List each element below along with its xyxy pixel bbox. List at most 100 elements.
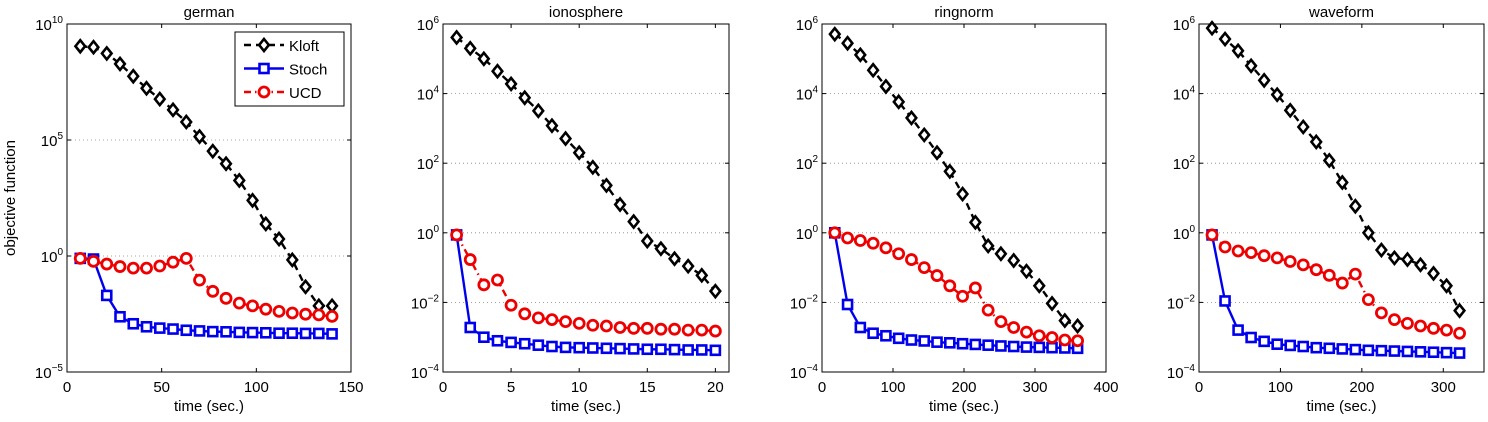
marker-square [969, 338, 982, 351]
legend-entry-kloft: Kloft [244, 36, 320, 55]
marker-square [1020, 341, 1033, 353]
marker-circle [572, 316, 586, 330]
marker-circle [504, 298, 518, 312]
marker-square [841, 298, 854, 311]
marker-circle [943, 279, 957, 293]
y-tick-label: 102 [796, 154, 819, 173]
marker-square [180, 324, 193, 337]
marker-circle [1020, 325, 1033, 339]
marker-square [233, 326, 246, 339]
marker-diamond [613, 196, 627, 213]
marker-diamond [956, 185, 970, 203]
marker-circle [1440, 323, 1453, 337]
marker-diamond [285, 251, 299, 268]
marker-diamond [1270, 86, 1284, 103]
marker-circle [866, 236, 880, 250]
series-stoch [1206, 229, 1466, 359]
marker-diamond [504, 75, 518, 92]
marker-circle [166, 255, 180, 269]
marker-diamond [179, 113, 193, 131]
marker-diamond [1440, 277, 1454, 294]
plot-area [1199, 24, 1484, 372]
y-axis-label: objective function [2, 140, 19, 256]
marker-square [153, 322, 166, 334]
marker-circle [1388, 313, 1401, 327]
marker-diamond [299, 278, 313, 295]
marker-circle [450, 228, 464, 242]
marker-circle [917, 261, 931, 275]
marker-circle [1071, 334, 1084, 348]
marker-circle [1427, 321, 1440, 335]
y-tick-label: 104 [417, 85, 440, 104]
marker-circle [994, 315, 1008, 329]
marker-diamond [1400, 251, 1414, 268]
y-tick-label: 1010 [35, 15, 63, 34]
marker-circle [232, 296, 246, 310]
marker-square [100, 289, 113, 302]
marker-diamond [1348, 198, 1362, 215]
plot-area [443, 24, 729, 372]
y-tick-label: 10−4 [1167, 363, 1196, 382]
y-tick-label: 102 [1173, 154, 1196, 173]
x-tick-label: 100 [880, 379, 905, 396]
y-tick-label: 100 [1173, 224, 1196, 243]
series-stoch [74, 252, 338, 340]
marker-circle [930, 269, 944, 282]
y-tick-label: 10−2 [411, 293, 440, 312]
marker-diamond [1032, 277, 1046, 294]
marker-circle [206, 284, 220, 298]
marker-diamond [599, 177, 613, 194]
x-tick-label: 300 [1431, 379, 1456, 396]
subplot-title: waveform [1308, 4, 1374, 21]
marker-circle [463, 253, 477, 266]
marker-circle [708, 324, 722, 338]
marker-diamond [73, 38, 87, 55]
marker-diamond [708, 283, 722, 300]
marker-diamond [1335, 174, 1349, 191]
marker-square [1258, 335, 1270, 348]
marker-square [1007, 340, 1020, 353]
marker-square [600, 342, 613, 355]
marker-diamond [531, 102, 545, 119]
marker-circle [179, 251, 193, 265]
marker-diamond [1374, 241, 1388, 259]
marker-circle [1257, 249, 1271, 263]
y-tick-label: 104 [796, 85, 819, 104]
y-tick-label: 100 [417, 224, 440, 243]
marker-diamond [968, 214, 982, 231]
marker-square [299, 327, 312, 340]
axes-frame [821, 23, 1107, 373]
marker-square [1297, 340, 1310, 353]
series-line [1211, 234, 1460, 335]
marker-circle [299, 307, 312, 321]
x-tick-label: 50 [153, 379, 170, 396]
subplot-title: german [184, 4, 235, 21]
marker-diamond [1231, 42, 1245, 59]
marker-diamond [681, 258, 695, 275]
x-tick-label: 100 [244, 379, 269, 396]
marker-circle [892, 247, 906, 261]
marker-square [1271, 338, 1283, 350]
marker-circle [257, 85, 271, 99]
marker-circle [1283, 255, 1297, 268]
y-tick-label: 10−2 [1167, 293, 1196, 312]
y-tick-label: 100 [796, 224, 819, 243]
marker-square [206, 325, 219, 338]
marker-diamond [1453, 302, 1467, 319]
x-tick-label: 0 [818, 379, 826, 396]
marker-square [1046, 341, 1058, 354]
marker-diamond [668, 250, 681, 267]
marker-diamond [853, 46, 867, 63]
marker-circle [285, 306, 299, 320]
marker-diamond [1020, 263, 1033, 280]
marker-circle [491, 273, 504, 287]
marker-square [1401, 345, 1414, 358]
marker-square [931, 336, 943, 348]
marker-circle [1453, 326, 1466, 340]
marker-square [114, 310, 126, 323]
marker-circle [627, 321, 641, 335]
marker-diamond [981, 237, 995, 254]
marker-circle [1401, 316, 1414, 330]
marker-diamond [930, 144, 944, 161]
marker-square [905, 334, 918, 346]
